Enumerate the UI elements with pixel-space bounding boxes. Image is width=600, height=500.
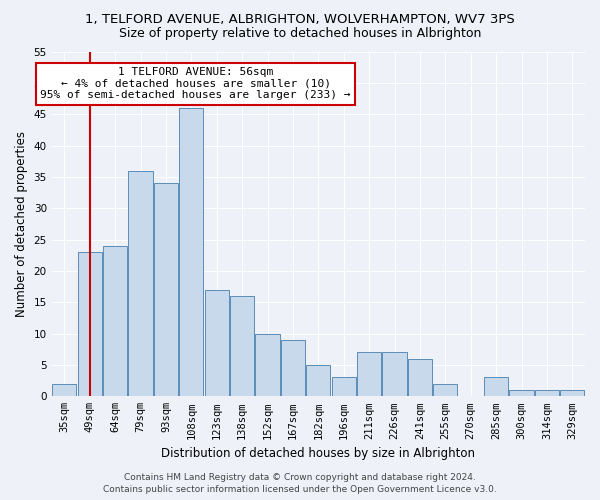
Bar — [154, 183, 178, 396]
Bar — [382, 352, 407, 397]
Bar — [332, 378, 356, 396]
Bar — [128, 170, 152, 396]
Text: 1, TELFORD AVENUE, ALBRIGHTON, WOLVERHAMPTON, WV7 3PS: 1, TELFORD AVENUE, ALBRIGHTON, WOLVERHAM… — [85, 12, 515, 26]
Bar — [306, 365, 331, 396]
Text: Size of property relative to detached houses in Albrighton: Size of property relative to detached ho… — [119, 28, 481, 40]
Bar — [52, 384, 76, 396]
Bar — [103, 246, 127, 396]
Text: Contains HM Land Registry data © Crown copyright and database right 2024.
Contai: Contains HM Land Registry data © Crown c… — [103, 472, 497, 494]
Bar — [77, 252, 102, 396]
Y-axis label: Number of detached properties: Number of detached properties — [15, 131, 28, 317]
Bar — [484, 378, 508, 396]
Bar — [230, 296, 254, 396]
X-axis label: Distribution of detached houses by size in Albrighton: Distribution of detached houses by size … — [161, 447, 475, 460]
Bar — [433, 384, 457, 396]
Bar — [281, 340, 305, 396]
Bar — [256, 334, 280, 396]
Bar — [179, 108, 203, 397]
Bar — [509, 390, 533, 396]
Bar — [560, 390, 584, 396]
Bar — [205, 290, 229, 397]
Bar — [408, 358, 432, 397]
Text: 1 TELFORD AVENUE: 56sqm
← 4% of detached houses are smaller (10)
95% of semi-det: 1 TELFORD AVENUE: 56sqm ← 4% of detached… — [40, 67, 351, 100]
Bar — [357, 352, 381, 397]
Bar — [535, 390, 559, 396]
